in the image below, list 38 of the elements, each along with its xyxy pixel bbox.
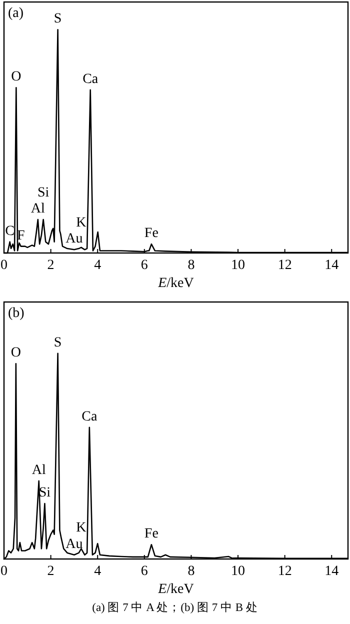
x-tick-label: 8 <box>188 258 195 273</box>
x-tick-label: 10 <box>231 564 246 579</box>
chart-title: (b) <box>8 306 25 321</box>
x-tick-label: 6 <box>140 258 148 273</box>
annotation: S <box>54 335 62 350</box>
annotation: Au <box>66 232 83 247</box>
x-tick-label: 6 <box>140 564 148 579</box>
annotation: Fe <box>144 526 158 542</box>
x-tick-label: 2 <box>47 564 54 579</box>
annotation: Au <box>66 536 83 552</box>
text: (a) 图 7 中 A 处；(b) 图 7 中 B 处 <box>92 601 258 614</box>
x-tick-label: 0 <box>0 258 8 273</box>
x-tick-label: 4 <box>94 258 102 273</box>
annotation: Si <box>37 185 50 200</box>
annotation: S <box>54 12 62 27</box>
x-tick-label: 10 <box>231 258 246 273</box>
annotation: Fe <box>144 226 158 242</box>
annotation: O <box>11 70 22 85</box>
x-tick-label: 14 <box>324 258 339 273</box>
annotation: O <box>10 346 21 361</box>
x-axis-title: E/keV <box>157 276 194 291</box>
annotation: F <box>16 228 25 244</box>
x-axis-title: E/keV <box>157 582 194 597</box>
annotation: K <box>76 520 86 536</box>
annotation: Al <box>32 462 46 478</box>
annotation: Al <box>30 201 46 216</box>
annotation: Ca <box>82 409 98 424</box>
annotation: Ca <box>82 72 99 87</box>
x-tick-label: 14 <box>324 564 339 579</box>
x-tick-label: 12 <box>278 564 292 579</box>
x-tick-label: 12 <box>278 258 292 273</box>
x-tick-label: 2 <box>47 258 54 273</box>
chart-title: (a) <box>8 6 24 21</box>
x-tick-label: 8 <box>188 564 195 579</box>
annotation: K <box>76 215 86 230</box>
annotation: C <box>5 224 15 239</box>
x-tick-label: 4 <box>94 564 102 579</box>
x-tick-label: 0 <box>0 564 8 579</box>
